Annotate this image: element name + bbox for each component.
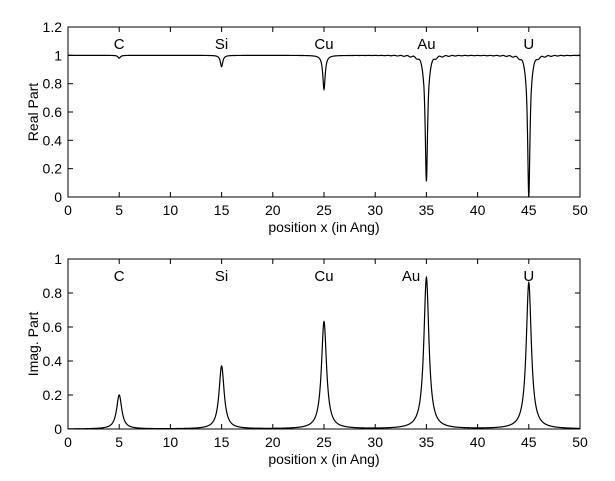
series-line-2 [68, 275, 580, 430]
x-tick-label-2-7: 35 [419, 434, 435, 450]
element-label-2-au: Au [402, 268, 420, 285]
x-tick-label-2-10: 50 [572, 434, 588, 450]
x-tick-label-2-5: 25 [316, 434, 332, 450]
element-label-2-c: C [114, 268, 125, 285]
y-tick-label-1-6: 1.2 [43, 19, 63, 35]
x-tick-label-1-5: 25 [316, 202, 332, 218]
x-tick-label-2-1: 5 [115, 434, 123, 450]
element-label-1-cu: Cu [314, 36, 333, 53]
y-axis-label-2: Imag. Part [25, 312, 41, 377]
y-tick-label-2-4: 0.8 [43, 285, 63, 301]
x-axis-label-1: position x (in Ang) [268, 219, 379, 235]
x-tick-label-1-7: 35 [419, 202, 435, 218]
x-tick-label-1-3: 15 [214, 202, 230, 218]
element-label-2-u: U [523, 268, 534, 285]
y-tick-label-2-2: 0.4 [43, 353, 63, 369]
x-axis-label-2: position x (in Ang) [268, 451, 379, 467]
x-tick-label-1-1: 5 [115, 202, 123, 218]
element-label-1-si: Si [215, 36, 228, 53]
y-tick-label-1-3: 0.6 [43, 104, 63, 120]
x-tick-label-1-6: 30 [367, 202, 383, 218]
y-tick-label-1-0: 0 [54, 189, 62, 205]
series-line-1 [68, 54, 581, 198]
element-label-1-c: C [114, 36, 125, 53]
y-tick-label-1-2: 0.4 [43, 132, 63, 148]
x-tick-label-1-8: 40 [470, 202, 486, 218]
y-tick-label-1-5: 1 [54, 47, 62, 63]
element-label-1-u: U [523, 36, 534, 53]
x-tick-label-1-2: 10 [163, 202, 179, 218]
x-tick-label-1-9: 45 [521, 202, 537, 218]
panel-1: 0 5 10 15 20 25 30 35 40 45 50 0 0.2 0.4 0.6 0.8 1 1.2 pos… [25, 19, 588, 235]
element-label-2-cu: Cu [314, 268, 333, 285]
y-tick-label-1-1: 0.2 [43, 161, 63, 177]
x-tick-label-2-3: 15 [214, 434, 230, 450]
element-label-1-au: Au [417, 36, 435, 53]
element-label-2-si: Si [215, 268, 228, 285]
y-axis-label-1: Real Part [25, 83, 41, 141]
x-tick-label-2-9: 45 [521, 434, 537, 450]
y-tick-label-2-5: 1 [54, 251, 62, 267]
x-tick-label-1-4: 20 [265, 202, 281, 218]
x-tick-label-2-6: 30 [367, 434, 383, 450]
y-tick-label-2-3: 0.6 [43, 319, 63, 335]
y-tick-label-1-4: 0.8 [43, 76, 63, 92]
y-tick-label-2-1: 0.2 [43, 387, 63, 403]
x-tick-label-1-10: 50 [572, 202, 588, 218]
panel-2: 0 5 10 15 20 25 30 35 40 45 50 0 0.2 0.4 0.6 0.8 1 positi… [25, 251, 588, 467]
x-tick-label-2-0: 0 [64, 434, 72, 450]
x-tick-label-1-0: 0 [64, 202, 72, 218]
y-tick-label-2-0: 0 [54, 421, 62, 437]
x-tick-label-2-8: 40 [470, 434, 486, 450]
x-tick-label-2-2: 10 [163, 434, 179, 450]
x-tick-label-2-4: 20 [265, 434, 281, 450]
